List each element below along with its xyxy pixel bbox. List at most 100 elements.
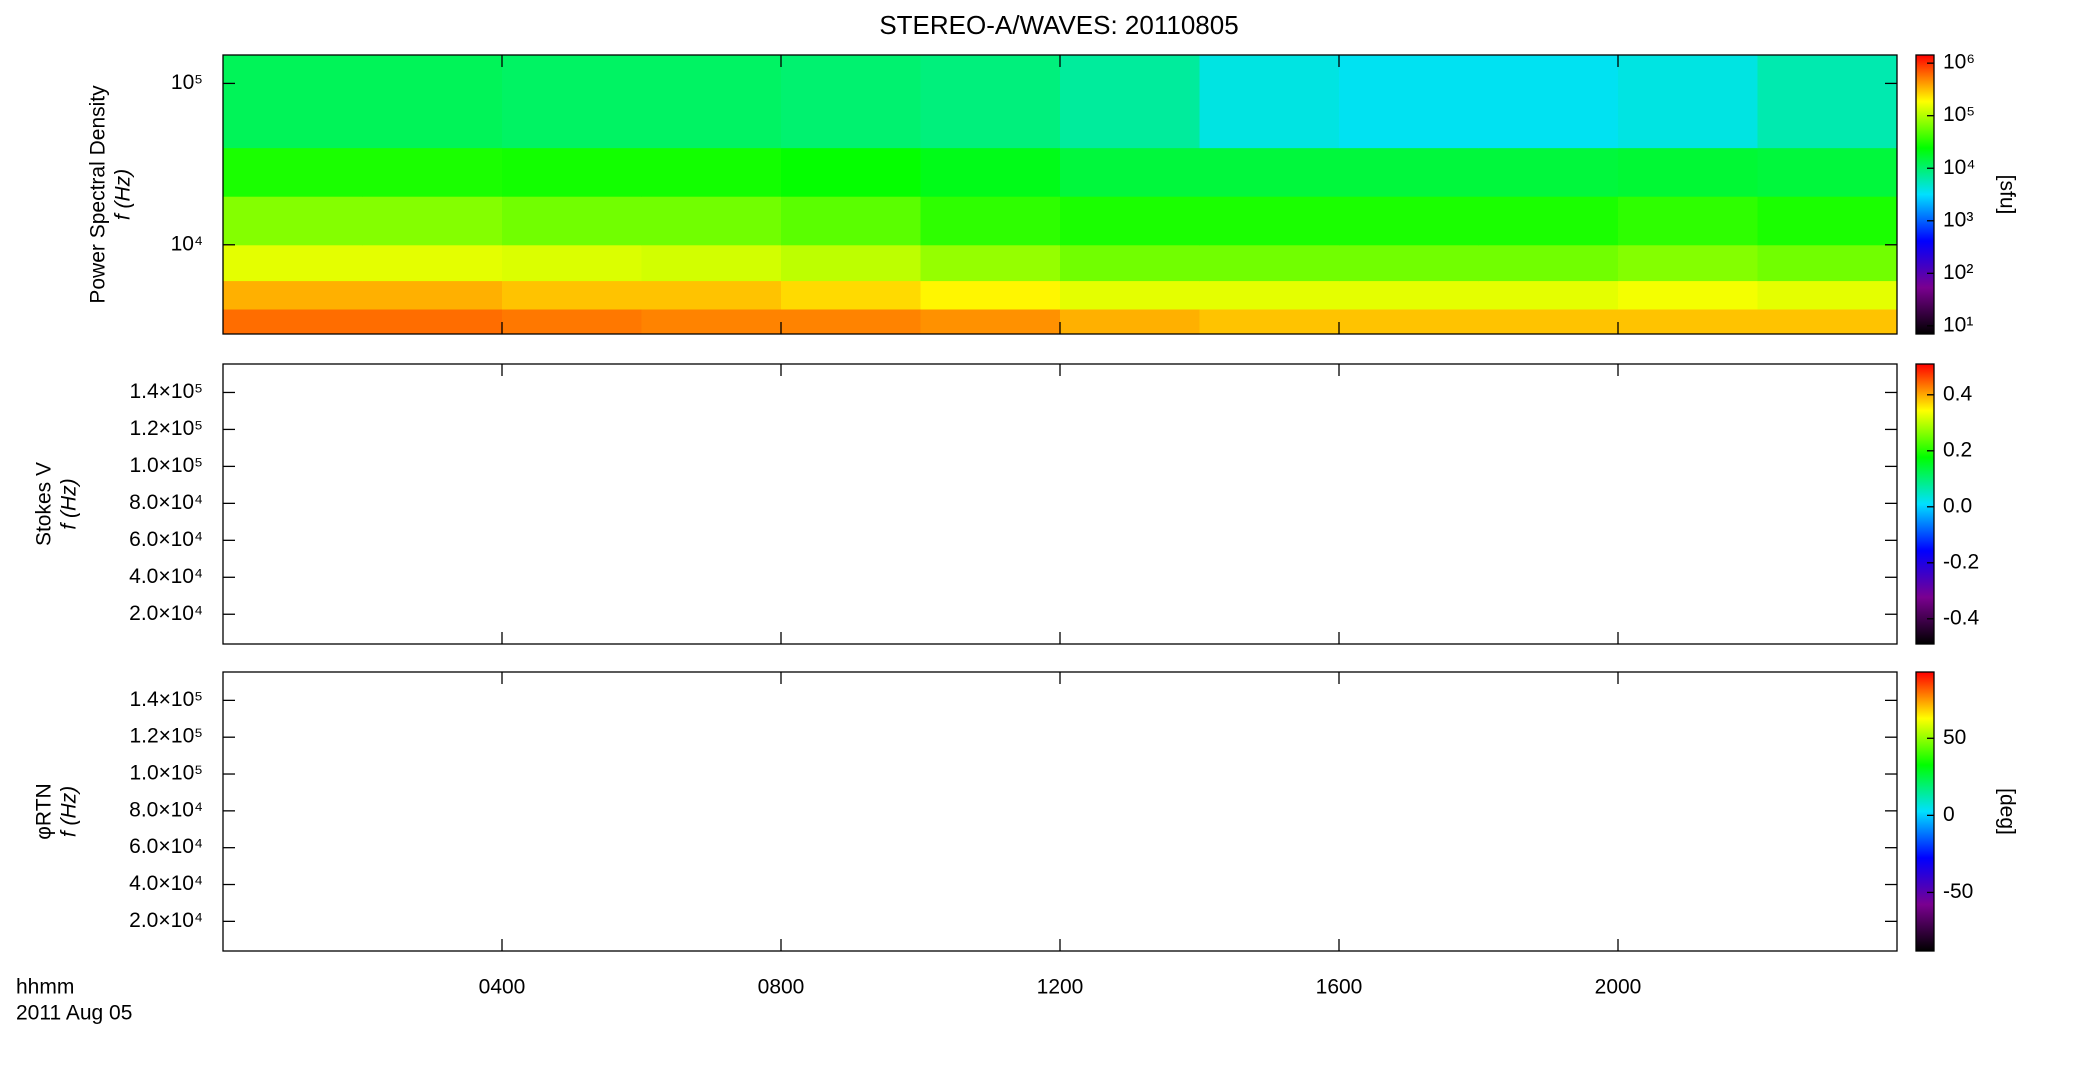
x-tick-label: 1600 (1316, 976, 1363, 999)
heatmap-cell (1478, 280, 1619, 310)
y-tick-label: 1.4×10⁵ (129, 688, 203, 711)
heatmap-cell (920, 309, 1061, 335)
heatmap-cell (781, 55, 921, 149)
y-tick-label: 8.0×10⁴ (129, 798, 203, 821)
y-tick-label: 1.2×10⁵ (129, 417, 203, 440)
heatmap-cell (1618, 280, 1758, 310)
colorbar-tick-label: 10⁵ (1943, 103, 1975, 126)
heatmap-cell (223, 309, 363, 335)
colorbar-tick-label: 10³ (1943, 208, 1973, 231)
heatmap-cell (1199, 280, 1340, 310)
heatmap-cell (1199, 244, 1340, 282)
heatmap-cell (1618, 147, 1758, 197)
x-axis-label: hhmm (16, 976, 74, 999)
heatmap-cell (641, 309, 782, 335)
y-axis-label: Stokes V (33, 462, 56, 546)
heatmap-cell (1060, 309, 1200, 335)
plot-frame (222, 363, 1898, 645)
heatmap-cell (223, 55, 363, 149)
heatmap-cell (641, 55, 782, 149)
heatmap-cell (502, 147, 642, 197)
colorbar-label: [sfu] (1995, 175, 2018, 215)
heatmap-cell (781, 309, 921, 335)
colorbar-tick-label: 0.0 (1943, 494, 1972, 517)
heatmap-cell (781, 244, 921, 282)
heatmap-cell (1060, 196, 1200, 246)
heatmap-cell (1478, 55, 1619, 149)
heatmap-cell (1060, 280, 1200, 310)
heatmap-cell (1339, 55, 1479, 149)
y-axis-label: f (Hz) (58, 478, 81, 529)
heatmap-cell (1339, 196, 1479, 246)
chart-title: STEREO-A/WAVES: 20110805 (879, 10, 1238, 40)
y-tick-label: 6.0×10⁴ (129, 528, 203, 551)
colorbar (1915, 54, 1935, 335)
heatmap-cell (1757, 196, 1898, 246)
heatmap-cell (1339, 309, 1479, 335)
x-tick-label: 2000 (1595, 976, 1642, 999)
heatmap-cell (1199, 55, 1340, 149)
heatmap-cell (362, 309, 503, 335)
heatmap-cell (362, 196, 503, 246)
y-tick-label: 10⁵ (171, 71, 203, 94)
y-tick-label: 2.0×10⁴ (129, 909, 203, 932)
colorbar (1915, 363, 1935, 645)
y-tick-label: 1.0×10⁵ (129, 454, 203, 477)
heatmap-cell (920, 55, 1061, 149)
heatmap-cell (362, 280, 503, 310)
colorbar-tick-label: 50 (1943, 726, 1966, 749)
x-tick-label: 0800 (758, 976, 805, 999)
y-tick-label: 4.0×10⁴ (129, 872, 203, 895)
x-tick-label: 1200 (1037, 976, 1084, 999)
heatmap-cell (223, 280, 363, 310)
heatmap-cell (223, 244, 363, 282)
y-tick-label: 6.0×10⁴ (129, 835, 203, 858)
heatmap-cell (362, 55, 503, 149)
colorbar-tick-label: -50 (1943, 880, 1973, 903)
heatmap-cell (1757, 55, 1898, 149)
heatmap-cell (1478, 244, 1619, 282)
y-axis-label: f (Hz) (112, 169, 135, 220)
heatmap-cell (502, 244, 642, 282)
heatmap-cell (920, 280, 1061, 310)
colorbar (1915, 671, 1935, 952)
heatmap-cell (781, 147, 921, 197)
colorbar-tick-label: -0.2 (1943, 550, 1979, 573)
heatmap-cell (1618, 244, 1758, 282)
heatmap-cell (1618, 196, 1758, 246)
heatmap-cell (1478, 309, 1619, 335)
heatmap-cell (502, 196, 642, 246)
heatmap-cell (1757, 147, 1898, 197)
heatmap-cell (1618, 55, 1758, 149)
y-tick-label: 8.0×10⁴ (129, 491, 203, 514)
heatmap-cell (920, 196, 1061, 246)
heatmap-cell (502, 280, 642, 310)
heatmap-cell (1199, 196, 1340, 246)
heatmap-cell (223, 196, 363, 246)
heatmap-cell (1060, 244, 1200, 282)
heatmap-cell (362, 244, 503, 282)
colorbar-tick-label: 10¹ (1943, 313, 1973, 336)
y-tick-label: 10⁴ (171, 232, 203, 255)
heatmap-cell (1060, 55, 1200, 149)
heatmap-cell (1339, 244, 1479, 282)
heatmap-cell (1060, 147, 1200, 197)
colorbar-tick-label: 10⁴ (1943, 156, 1975, 179)
heatmap-cell (1757, 280, 1898, 310)
x-tick-label: 0400 (479, 976, 526, 999)
colorbar-tick-label: 10² (1943, 261, 1973, 284)
heatmap-cell (641, 244, 782, 282)
heatmap-cell (1757, 244, 1898, 282)
colorbar-tick-label: 10⁶ (1943, 51, 1975, 74)
y-axis-label: f (Hz) (58, 786, 81, 837)
colorbar-label: [deg] (1995, 788, 2018, 835)
heatmap-cell (1199, 309, 1340, 335)
heatmap-cell (920, 244, 1061, 282)
heatmap-cell (920, 147, 1061, 197)
colorbar-tick-label: 0.4 (1943, 382, 1973, 405)
heatmap-cell (1339, 280, 1479, 310)
heatmap-cell (781, 280, 921, 310)
heatmap-cell (781, 196, 921, 246)
heatmap-cell (502, 55, 642, 149)
colorbar-tick-label: 0 (1943, 803, 1955, 826)
